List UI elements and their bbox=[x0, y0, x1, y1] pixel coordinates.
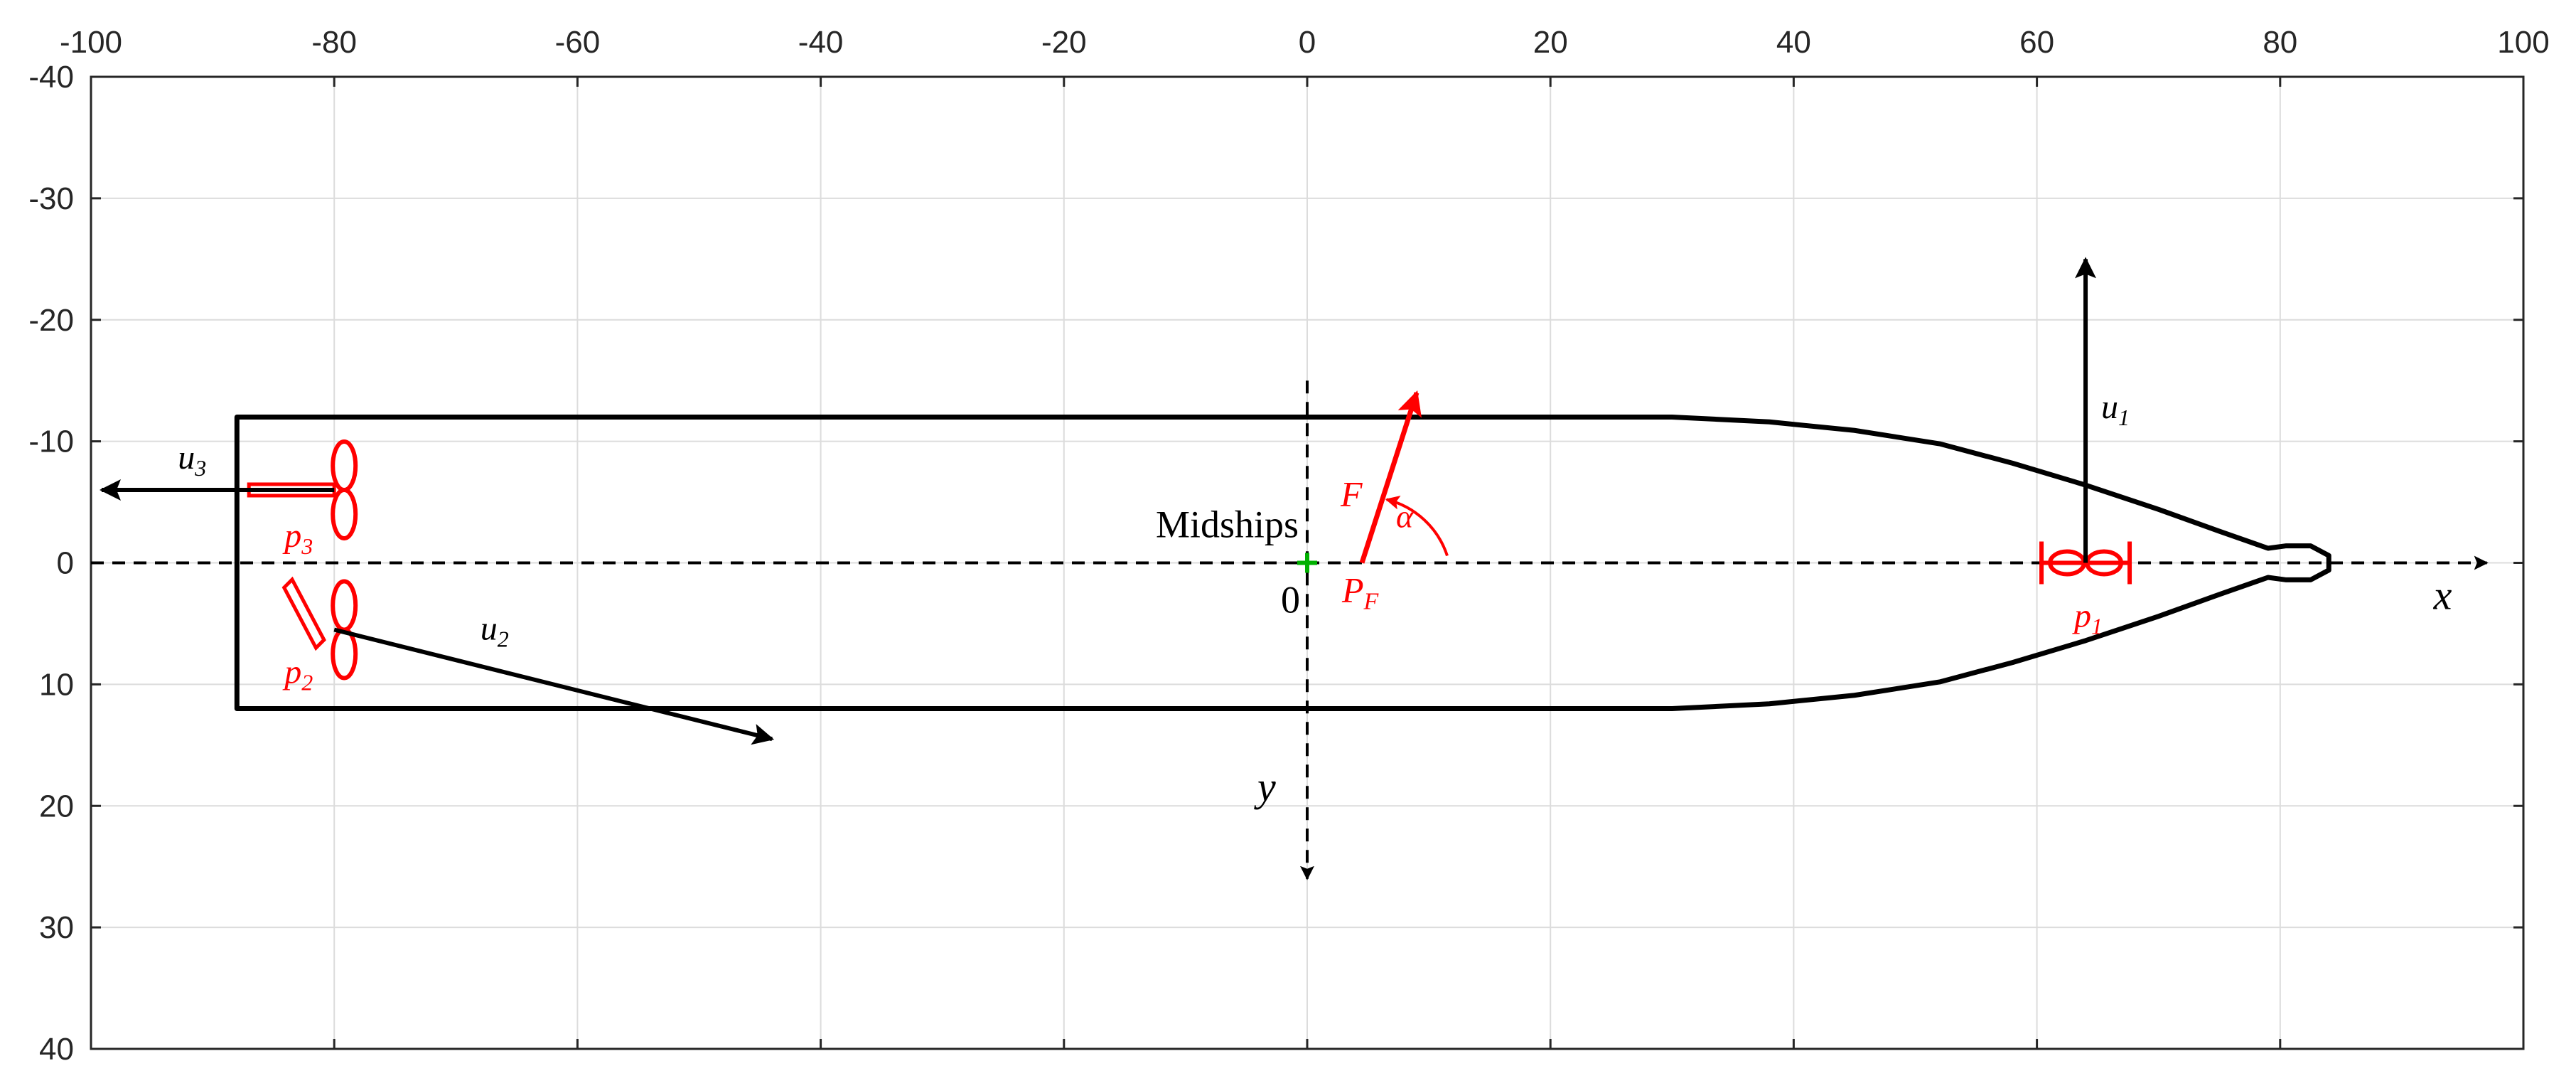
y-tick-label: 30 bbox=[39, 910, 74, 945]
origin-label: 0 bbox=[1281, 579, 1300, 622]
y-tick-label: -20 bbox=[28, 303, 74, 338]
x-axis-label: x bbox=[2433, 572, 2452, 619]
thrust-vector-label: u2 bbox=[481, 609, 509, 651]
x-tick-label: -80 bbox=[311, 25, 357, 60]
thruster-label-main: p bbox=[282, 653, 301, 690]
y-axis-label: y bbox=[1254, 764, 1276, 810]
x-tick-label: 80 bbox=[2263, 25, 2297, 60]
y-tick-label: -10 bbox=[28, 425, 74, 459]
thrust-vector-label-sub: 1 bbox=[2118, 405, 2130, 430]
x-tick-label: 40 bbox=[1776, 25, 1811, 60]
x-tick-label: 60 bbox=[2019, 25, 2054, 60]
propeller-blade bbox=[331, 439, 358, 492]
force-point-label-main: P bbox=[1341, 570, 1364, 610]
thrust-vector-label: u1 bbox=[2101, 388, 2130, 430]
x-tick-label: 0 bbox=[1299, 25, 1316, 60]
thrust-vector-label-main: u bbox=[481, 609, 498, 647]
thrust-vector-label: u3 bbox=[178, 439, 206, 481]
y-tick-label: -40 bbox=[28, 60, 74, 95]
x-tick-label: -100 bbox=[60, 25, 122, 60]
x-tick-label: 20 bbox=[1533, 25, 1568, 60]
thruster-label-sub: 1 bbox=[2091, 614, 2103, 639]
thruster-p1: p1 bbox=[2039, 541, 2132, 639]
y-tick-label: 40 bbox=[39, 1032, 74, 1067]
azimuth-pod bbox=[281, 576, 326, 651]
y-tick-label: 20 bbox=[39, 789, 74, 823]
force-arrow bbox=[1359, 390, 1422, 564]
thruster-label-main: p bbox=[2072, 597, 2091, 635]
angle-alpha-arc bbox=[1385, 496, 1449, 557]
angle-alpha-label: α bbox=[1396, 498, 1414, 535]
force-point-label: PF bbox=[1341, 570, 1380, 615]
thruster-p2: p2 bbox=[281, 576, 358, 695]
thrust-vector-label-main: u bbox=[2101, 388, 2118, 426]
thruster-label: p2 bbox=[282, 653, 313, 695]
thrust-vector-u2 bbox=[333, 627, 775, 745]
midships-marker bbox=[1297, 553, 1317, 573]
ship-hull-outline bbox=[234, 414, 2331, 712]
x-tick-label: -40 bbox=[798, 25, 844, 60]
thruster-label: p3 bbox=[282, 517, 313, 559]
force-point-label-sub: F bbox=[1363, 589, 1380, 615]
x-tick-label: -20 bbox=[1041, 25, 1087, 60]
thrust-vector-label-main: u bbox=[178, 439, 195, 476]
thruster-label-sub: 2 bbox=[301, 669, 313, 695]
y-tick-label: 10 bbox=[39, 667, 74, 702]
propeller-blade bbox=[331, 487, 358, 540]
propeller-blade bbox=[331, 627, 358, 681]
thrust-vector-label-sub: 3 bbox=[194, 455, 206, 481]
y-tick-label: 0 bbox=[57, 546, 74, 581]
thruster-label: p1 bbox=[2072, 597, 2103, 639]
thruster-label-sub: 3 bbox=[301, 533, 313, 559]
x-tick-label: 100 bbox=[2497, 25, 2549, 60]
y-tick-label: -30 bbox=[28, 181, 74, 216]
thruster-label-main: p bbox=[282, 517, 301, 555]
x-tick-label: -60 bbox=[555, 25, 601, 60]
force-label: F bbox=[1340, 474, 1363, 514]
thrust-vector-label-sub: 2 bbox=[498, 626, 509, 651]
midships-label: Midships bbox=[1156, 503, 1299, 546]
thruster-p3: p3 bbox=[247, 439, 358, 559]
tick-labels: -100 -80 -60 -40 -20 0 20 40 60 80 100-40-30-20-10… bbox=[28, 25, 2549, 1067]
propeller-blade bbox=[331, 579, 358, 632]
